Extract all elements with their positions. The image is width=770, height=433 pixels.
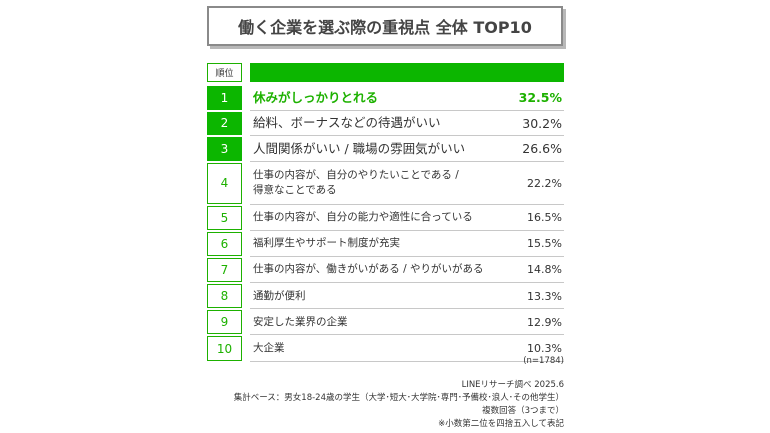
source-note: LINEリサーチ調べ 2025.6 — [461, 380, 564, 390]
item-label: 休みがしっかりとれる — [253, 89, 379, 105]
table-row: 2 給料、ボーナスなどの待遇がいい 30.2% — [207, 111, 564, 136]
item-value: 32.5% — [518, 90, 562, 106]
item-value: 12.9% — [527, 315, 562, 329]
sample-size-note: (n=1784) — [523, 356, 564, 366]
row-divider — [250, 282, 564, 284]
row-divider — [250, 308, 564, 310]
rank-number: 2 — [207, 111, 242, 135]
row-divider — [250, 255, 564, 257]
item-label: 仕事の内容が、働きがいがある / やりがいがある — [253, 263, 484, 276]
table-row: 6 福利厚生やサポート制度が充実 15.5% — [207, 231, 564, 257]
item-value: 13.3% — [527, 289, 562, 303]
item-label: 福利厚生やサポート制度が充実 — [253, 237, 400, 250]
item-value: 10.3% — [527, 342, 562, 356]
item-value: 22.2% — [527, 176, 562, 190]
row-divider — [250, 135, 564, 136]
multiple-answer-note: 複数回答（3つまで） — [482, 406, 564, 416]
table-row: 3 人間関係がいい / 職場の雰囲気がいい 26.6% — [207, 136, 564, 162]
rank-number: 5 — [207, 205, 242, 230]
ranking-table: 1 休みがしっかりとれる 32.5% 2 給料、ボーナスなどの待遇がいい 30.2% 3 人間… — [207, 85, 564, 362]
item-label: 人間関係がいい / 職場の雰囲気がいい — [253, 140, 466, 156]
item-value: 30.2% — [522, 115, 562, 131]
rank-number: 3 — [207, 137, 242, 161]
table-row: 4 仕事の内容が、自分のやりたいことである / 得意なことである 22.2% — [207, 162, 564, 205]
item-value: 26.6% — [522, 141, 562, 157]
row-divider — [250, 360, 564, 362]
row-divider — [250, 160, 564, 162]
item-label: 給料、ボーナスなどの待遇がいい — [253, 115, 441, 131]
table-row: 5 仕事の内容が、自分の能力や適性に合っている 16.5% — [207, 205, 564, 231]
item-value: 16.5% — [527, 211, 562, 225]
item-value: 15.5% — [527, 237, 562, 251]
table-row: 1 休みがしっかりとれる 32.5% — [207, 85, 564, 111]
rank-number: 8 — [207, 284, 242, 309]
item-value: 14.8% — [527, 263, 562, 277]
rank-number: 9 — [207, 310, 242, 335]
header-bar — [250, 63, 564, 82]
table-row: 7 仕事の内容が、働きがいがある / やりがいがある 14.8% — [207, 257, 564, 284]
row-divider — [250, 109, 564, 111]
item-label: 仕事の内容が、自分のやりたいことである / 得意なことである — [253, 168, 459, 196]
rank-column-header: 順位 — [207, 63, 242, 82]
item-label: 通勤が便利 — [253, 289, 306, 302]
table-row: 8 通勤が便利 13.3% — [207, 283, 564, 310]
row-divider — [250, 334, 564, 336]
row-divider — [250, 229, 564, 231]
table-row: 10 大企業 10.3% — [207, 335, 564, 362]
item-label: 仕事の内容が、自分の能力や適性に合っている — [253, 210, 473, 223]
chart-title: 働く企業を選ぶ際の重視点 全体 TOP10 — [207, 6, 563, 46]
item-label: 安定した業界の企業 — [253, 315, 348, 328]
base-note: 集計ベース：男女18-24歳の学生（大学･短大･大学院･専門･予備校･浪人･その… — [233, 393, 564, 403]
rank-number: 7 — [207, 257, 242, 283]
row-divider — [250, 203, 564, 205]
rank-number: 6 — [207, 231, 242, 256]
rank-number: 1 — [207, 86, 242, 110]
rounding-note: ※小数第二位を四捨五入して表記 — [438, 419, 564, 429]
rank-number: 4 — [207, 162, 242, 204]
item-label: 大企業 — [253, 341, 285, 354]
table-row: 9 安定した業界の企業 12.9% — [207, 309, 564, 336]
rank-number: 10 — [207, 336, 242, 361]
